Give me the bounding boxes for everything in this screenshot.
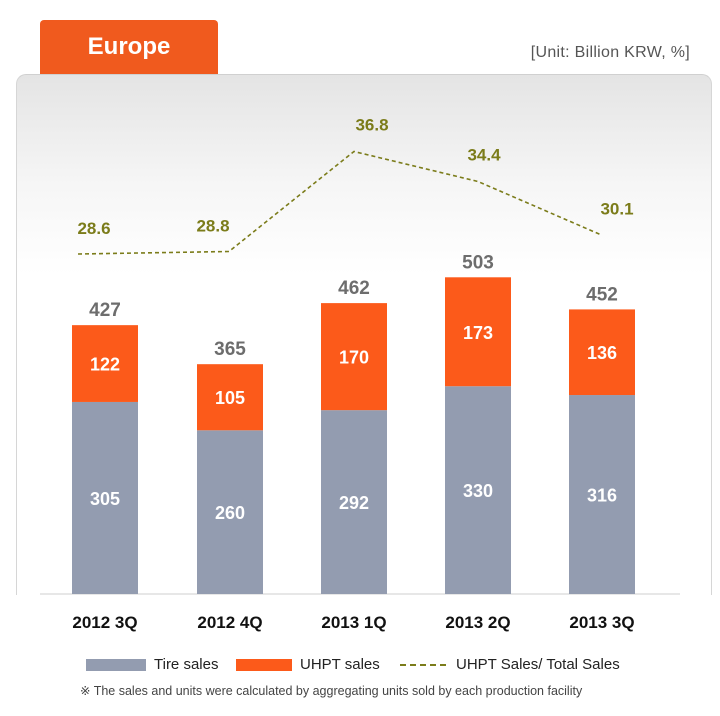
data-label-uhpt: 105 xyxy=(215,388,245,408)
x-tick-label: 2013 3Q xyxy=(569,613,634,632)
data-label-total: 452 xyxy=(586,284,618,305)
x-tick-label: 2013 1Q xyxy=(321,613,386,632)
data-label-uhpt: 170 xyxy=(339,348,369,368)
legend-label-ratio: UHPT Sales/ Total Sales xyxy=(456,656,620,673)
x-tick-label: 2012 4Q xyxy=(197,613,262,632)
data-label-total: 365 xyxy=(214,339,246,360)
legend-item-uhpt: UHPT sales xyxy=(236,656,380,673)
region-title-tab: Europe xyxy=(40,20,218,74)
data-label-uhpt: 173 xyxy=(463,323,493,343)
legend-swatch-uhpt xyxy=(236,658,292,671)
data-label-ratio: 28.8 xyxy=(196,217,229,236)
bar-tire-sales xyxy=(569,395,635,594)
legend-swatch-tire xyxy=(86,658,146,671)
data-label-tire: 330 xyxy=(463,481,493,501)
bar-uhpt-sales xyxy=(72,325,138,402)
bar-tire-sales xyxy=(72,401,138,594)
data-label-uhpt: 136 xyxy=(587,343,617,363)
data-label-ratio: 34.4 xyxy=(467,146,501,165)
bar-tire-sales xyxy=(321,410,387,594)
footnote: ※ The sales and units were calculated by… xyxy=(80,684,583,698)
data-label-tire: 292 xyxy=(339,493,369,513)
data-label-ratio: 28.6 xyxy=(77,219,110,238)
x-tick-label: 2012 3Q xyxy=(72,613,137,632)
bar-tire-sales xyxy=(445,386,511,594)
data-label-ratio: 30.1 xyxy=(600,199,633,218)
legend-swatch-ratio xyxy=(400,663,446,666)
bar-uhpt-sales xyxy=(445,277,511,387)
region-title: Europe xyxy=(87,33,171,60)
legend-label-tire: Tire sales xyxy=(154,656,219,673)
legend: Tire sales UHPT sales UHPT Sales/ Total … xyxy=(0,656,720,678)
unit-label: [Unit: Billion KRW, %] xyxy=(530,44,690,61)
legend-item-tire: Tire sales xyxy=(86,656,218,673)
legend-label-uhpt: UHPT sales xyxy=(300,656,380,673)
bar-uhpt-sales xyxy=(321,303,387,411)
data-label-total: 462 xyxy=(338,278,370,299)
legend-item-ratio: UHPT Sales/ Total Sales xyxy=(400,656,620,673)
data-label-tire: 305 xyxy=(90,489,120,509)
bar-uhpt-sales xyxy=(569,309,635,396)
data-label-uhpt: 122 xyxy=(90,355,120,375)
data-label-tire: 316 xyxy=(587,486,617,506)
data-label-tire: 260 xyxy=(215,503,245,523)
data-label-ratio: 36.8 xyxy=(355,116,388,135)
ratio-line xyxy=(77,150,603,255)
bar-tire-sales xyxy=(197,430,263,594)
bar-uhpt-sales xyxy=(197,364,263,431)
stacked-bar-chart: 305 122 427 2012 3Q 260 105 365 2012 4Q 292 170 46… xyxy=(40,116,680,632)
data-label-total: 503 xyxy=(462,252,494,273)
data-label-total: 427 xyxy=(89,300,121,321)
x-tick-label: 2013 2Q xyxy=(445,613,510,632)
